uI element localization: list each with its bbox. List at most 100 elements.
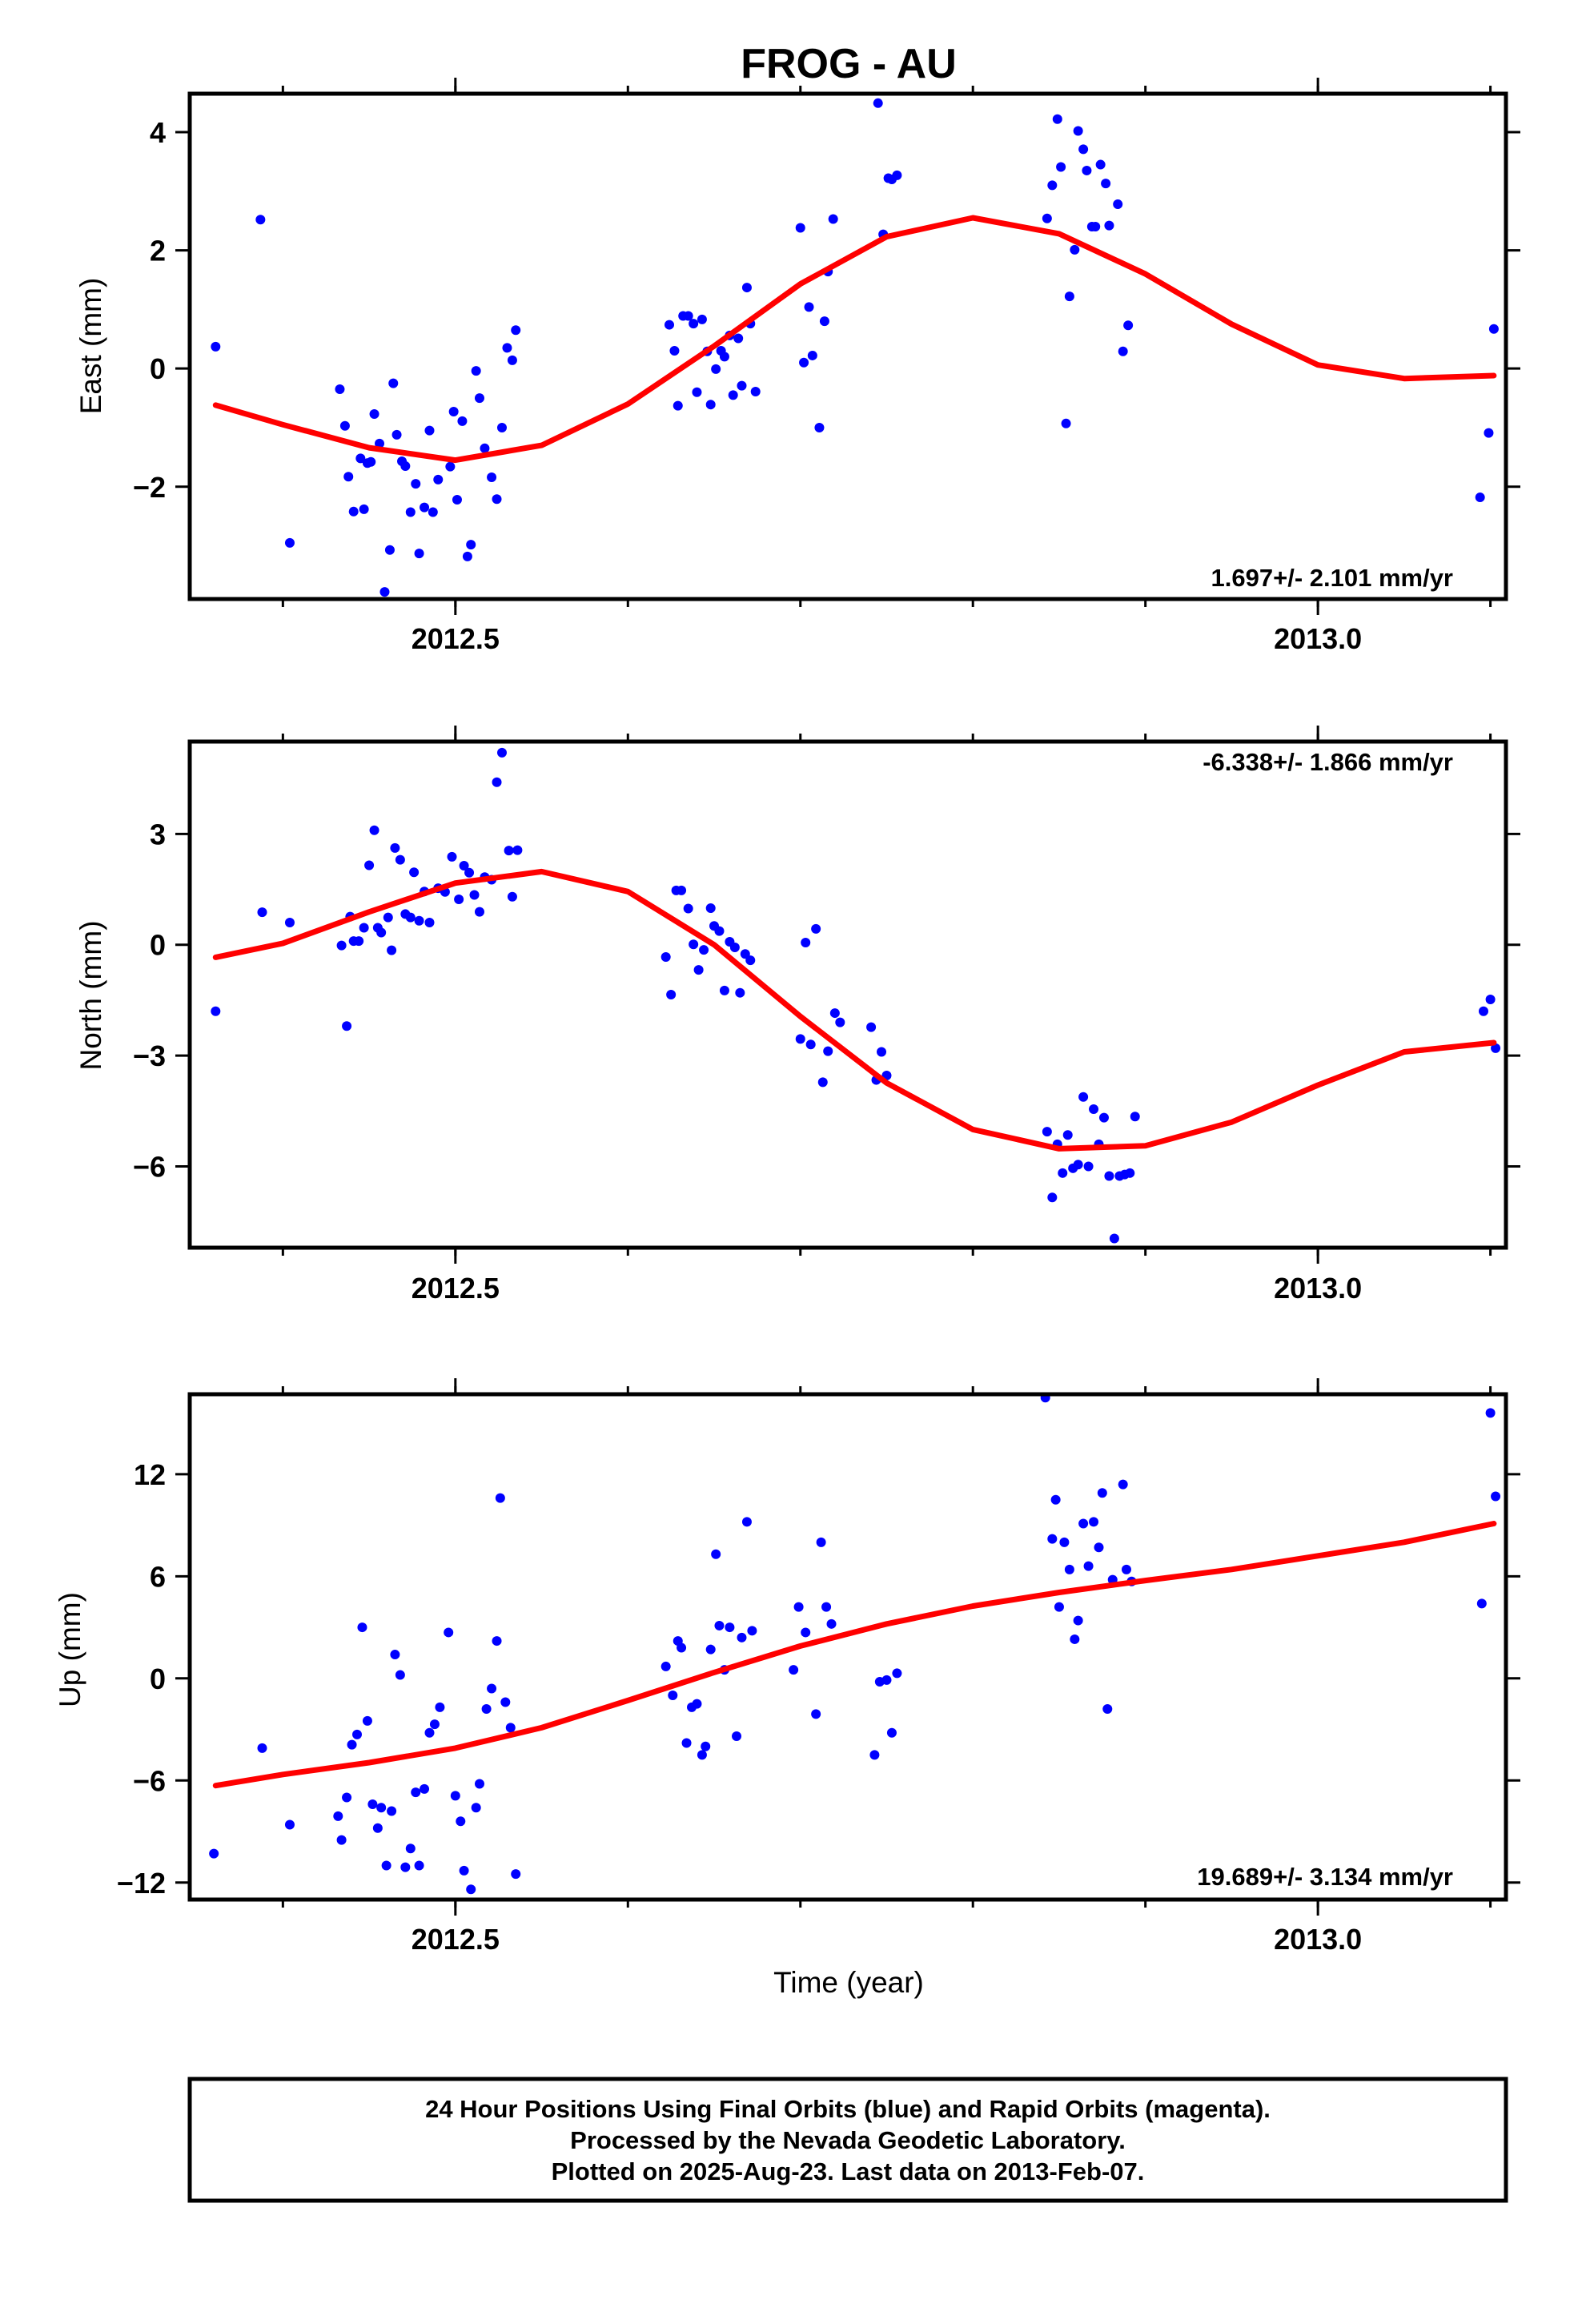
up-data-point [459, 1865, 469, 1876]
up-data-point [821, 1602, 832, 1612]
up-data-point [387, 1806, 397, 1816]
north-data-point [474, 907, 484, 917]
east-data-point [828, 214, 838, 224]
up-data-point [400, 1862, 411, 1872]
up-data-point [333, 1811, 343, 1821]
up-data-point [505, 1723, 516, 1733]
up-y-tick-label: 6 [150, 1560, 166, 1593]
footer-line-1: 24 Hour Positions Using Final Orbits (bl… [425, 2095, 1271, 2123]
north-x-tick-label: 2012.5 [412, 1272, 500, 1305]
north-data-point [512, 845, 523, 855]
north-data-point [409, 867, 420, 878]
up-data-point [444, 1627, 454, 1638]
up-data-point [420, 1783, 430, 1794]
up-data-point [826, 1618, 837, 1629]
up-data-point [1121, 1564, 1131, 1574]
north-plot-area [211, 747, 1501, 1244]
north-data-point [211, 1006, 221, 1016]
east-data-point [457, 416, 468, 426]
east-data-point [673, 400, 683, 411]
north-y-tick-label: 0 [150, 929, 166, 962]
east-data-point [705, 400, 716, 410]
east-data-point [379, 587, 390, 597]
up-y-tick-label: 0 [150, 1663, 166, 1695]
east-data-point [692, 387, 702, 397]
east-data-point [411, 479, 421, 489]
footer-line-3: Plotted on 2025-Aug-23. Last data on 201… [552, 2157, 1145, 2185]
east-data-point [1078, 144, 1089, 155]
up-data-point [661, 1661, 671, 1671]
up-data-point [495, 1493, 505, 1503]
up-data-point [511, 1869, 521, 1880]
east-data-point [873, 98, 883, 108]
up-data-point [1476, 1598, 1487, 1609]
north-data-point [405, 912, 416, 923]
up-data-point [747, 1626, 757, 1636]
north-data-point [1485, 994, 1496, 1004]
north-data-point [447, 851, 457, 862]
east-data-point [471, 366, 481, 376]
east-data-point [819, 316, 829, 327]
east-data-point [1475, 493, 1485, 503]
up-y-tick-label: 12 [134, 1458, 166, 1491]
east-data-point [400, 460, 411, 471]
north-data-point [719, 985, 729, 995]
up-data-point [681, 1738, 692, 1748]
up-y-axis-label: Up (mm) [54, 1592, 86, 1707]
north-data-point [1089, 1104, 1099, 1115]
up-data-point [357, 1622, 367, 1633]
east-data-point [428, 507, 438, 517]
up-data-point [692, 1699, 702, 1709]
east-y-tick-label: −2 [133, 471, 166, 504]
east-data-point [487, 472, 497, 482]
east-data-point [462, 551, 472, 561]
up-data-point [466, 1884, 476, 1895]
up-data-point [725, 1622, 735, 1633]
up-data-point [711, 1549, 721, 1559]
up-data-point [429, 1719, 440, 1730]
east-data-point [255, 215, 266, 225]
up-data-point [1047, 1534, 1058, 1544]
east-data-point [375, 438, 385, 448]
north-data-point [1073, 1160, 1083, 1170]
north-data-point [284, 918, 295, 928]
east-data-point [343, 472, 354, 482]
up-data-point [471, 1803, 481, 1813]
north-data-point [735, 987, 745, 998]
east-data-point [466, 540, 476, 550]
up-data-point [1073, 1615, 1083, 1626]
east-panel: East (mm) 1.697+/- 2.101 mm/yr 2012.5 201… [74, 78, 1520, 655]
up-data-point [347, 1739, 357, 1750]
up-data-point [701, 1741, 711, 1751]
east-data-point [502, 343, 512, 353]
up-data-point [500, 1697, 511, 1707]
up-x-tick-label: 2012.5 [412, 1923, 500, 1956]
north-data-point [492, 777, 502, 787]
up-data-point [474, 1779, 484, 1789]
up-data-point [1050, 1494, 1061, 1505]
up-data-point [1083, 1561, 1094, 1571]
east-data-point [1118, 346, 1128, 356]
footer-line-2: Processed by the Nevada Geodetic Laborat… [570, 2126, 1126, 2154]
east-data-point [339, 420, 350, 431]
north-data-point [424, 918, 435, 928]
north-data-point [342, 1021, 352, 1031]
up-data-point [677, 1642, 687, 1653]
up-x-tick-label: 2013.0 [1274, 1923, 1362, 1956]
north-data-point [507, 891, 517, 902]
up-data-point [284, 1819, 295, 1830]
up-data-point [869, 1750, 880, 1760]
north-model-curve [212, 868, 1497, 1152]
figure-title: FROG - AU [741, 41, 957, 87]
up-data-point [789, 1665, 799, 1675]
up-data-point [1054, 1602, 1064, 1612]
up-data-point [1097, 1488, 1107, 1498]
east-data-point [433, 474, 444, 485]
north-data-point [714, 926, 725, 936]
up-data-point [801, 1627, 811, 1638]
up-data-point [1040, 1394, 1050, 1403]
east-data-point [474, 393, 484, 404]
east-data-point [1101, 179, 1111, 189]
north-data-point [801, 937, 811, 947]
